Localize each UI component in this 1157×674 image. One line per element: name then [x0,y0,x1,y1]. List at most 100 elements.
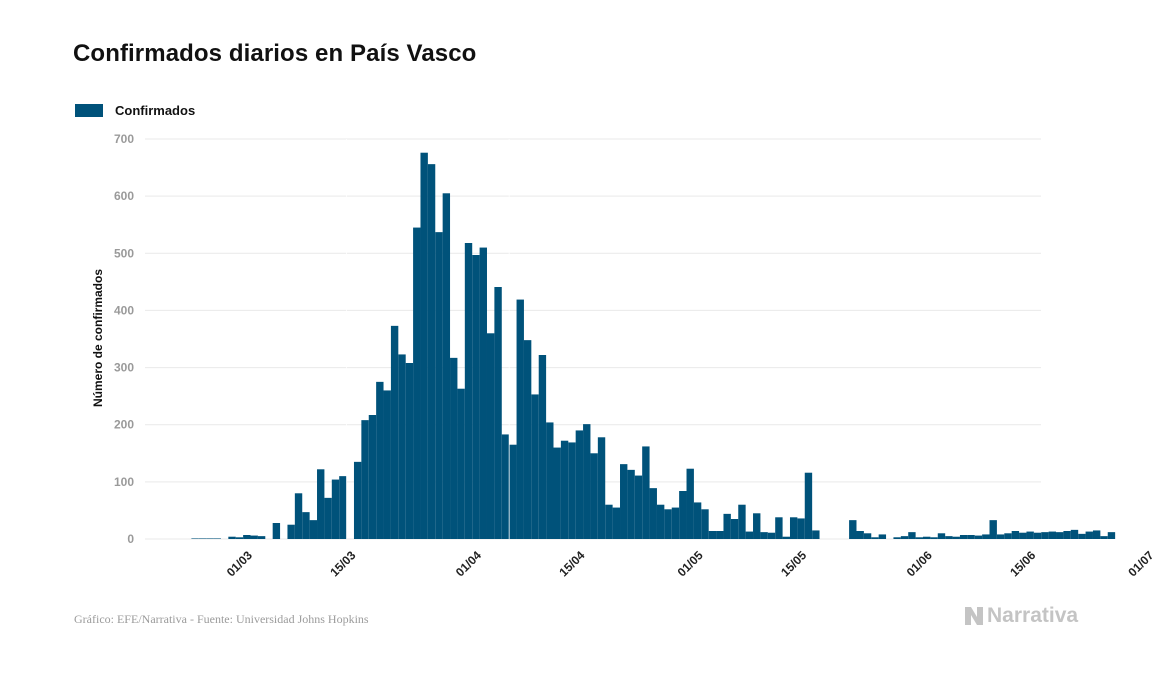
bar [553,447,561,539]
bar [309,520,318,539]
bar [390,325,399,539]
bar [856,531,864,539]
bar [361,420,369,539]
bar [1092,530,1101,539]
bar [767,532,776,539]
gridlines [145,138,1041,540]
source-note: Gráfico: EFE/Narrativa - Fuente: Univers… [74,612,369,626]
bar [538,355,547,539]
bar [693,502,702,539]
x-tick-label: 15/03 [327,548,358,579]
bar [420,152,428,539]
bar [863,533,872,539]
bar [923,536,931,539]
bar [620,464,628,539]
bar [782,536,790,539]
bar [516,299,524,539]
bar [671,507,680,539]
bar [945,536,953,539]
bar [472,255,480,539]
y-tick-label: 500 [114,246,134,260]
bar [900,536,909,539]
bar [405,363,414,539]
bar [708,531,717,539]
x-tick-label: 01/07 [1125,548,1156,579]
bar [442,193,451,540]
bar [996,534,1005,539]
legend-label: Confirmados [115,103,196,118]
y-axis-ticks: 0 100 200 300 400 500 600 700 [114,132,134,546]
x-tick-label: 15/06 [1007,548,1038,579]
bar [1004,533,1012,539]
bar [450,357,458,539]
bar [191,538,199,539]
bar [686,468,694,539]
bar [457,388,465,539]
x-tick-label: 01/05 [675,548,706,579]
bar [272,523,281,539]
y-tick-label: 200 [114,418,134,432]
bar [317,469,325,539]
bar [701,509,709,539]
brand: Narrativa [963,604,1078,628]
bar [302,512,310,539]
bar [1100,536,1108,539]
bar [1026,531,1034,539]
bar [583,424,591,539]
bar [745,531,754,539]
bar [1033,532,1042,539]
bar [1011,531,1020,539]
bar [723,513,731,539]
bar [789,517,798,539]
bar [605,504,613,539]
bar [656,504,665,539]
narrativa-logo-icon [965,607,983,625]
bar [627,469,635,539]
bar [198,538,207,539]
bar [413,227,421,539]
brand-name: Narrativa [987,604,1079,627]
bar [575,430,584,539]
bar [287,524,295,539]
x-tick-label: 01/04 [453,548,484,579]
bar [959,535,968,539]
y-tick-label: 300 [114,361,134,375]
bar [1056,532,1064,539]
bar [974,535,983,539]
legend: Confirmados [75,103,195,118]
bar [339,476,347,539]
bar [353,461,362,539]
bar [1078,533,1086,539]
bar [257,536,266,539]
y-tick-label: 700 [114,132,134,146]
bar [376,381,384,539]
bar [243,535,251,539]
bar [730,519,739,539]
bar [797,518,805,539]
bar [501,434,510,539]
bar [597,437,606,539]
bar [760,532,768,539]
bar [1019,532,1027,539]
bar [716,531,724,539]
bar [989,520,997,539]
bar [206,538,214,539]
bar [1048,531,1057,539]
x-tick-label: 01/06 [904,548,935,579]
bar [753,513,761,539]
bar [590,453,598,539]
bar [775,517,783,539]
bar [560,440,569,539]
x-axis-ticks: 01/03 15/03 01/04 15/04 01/05 15/05 01/06 15/06… [224,548,1157,579]
bar [331,479,340,539]
y-axis-label: Número de confirmados [91,269,105,407]
bars [191,139,1116,540]
x-tick-label: 15/05 [778,548,809,579]
bar [494,287,502,539]
bar [250,535,258,539]
bar [1041,532,1049,539]
bar [982,534,990,539]
bar [486,333,495,539]
bar [228,536,236,539]
